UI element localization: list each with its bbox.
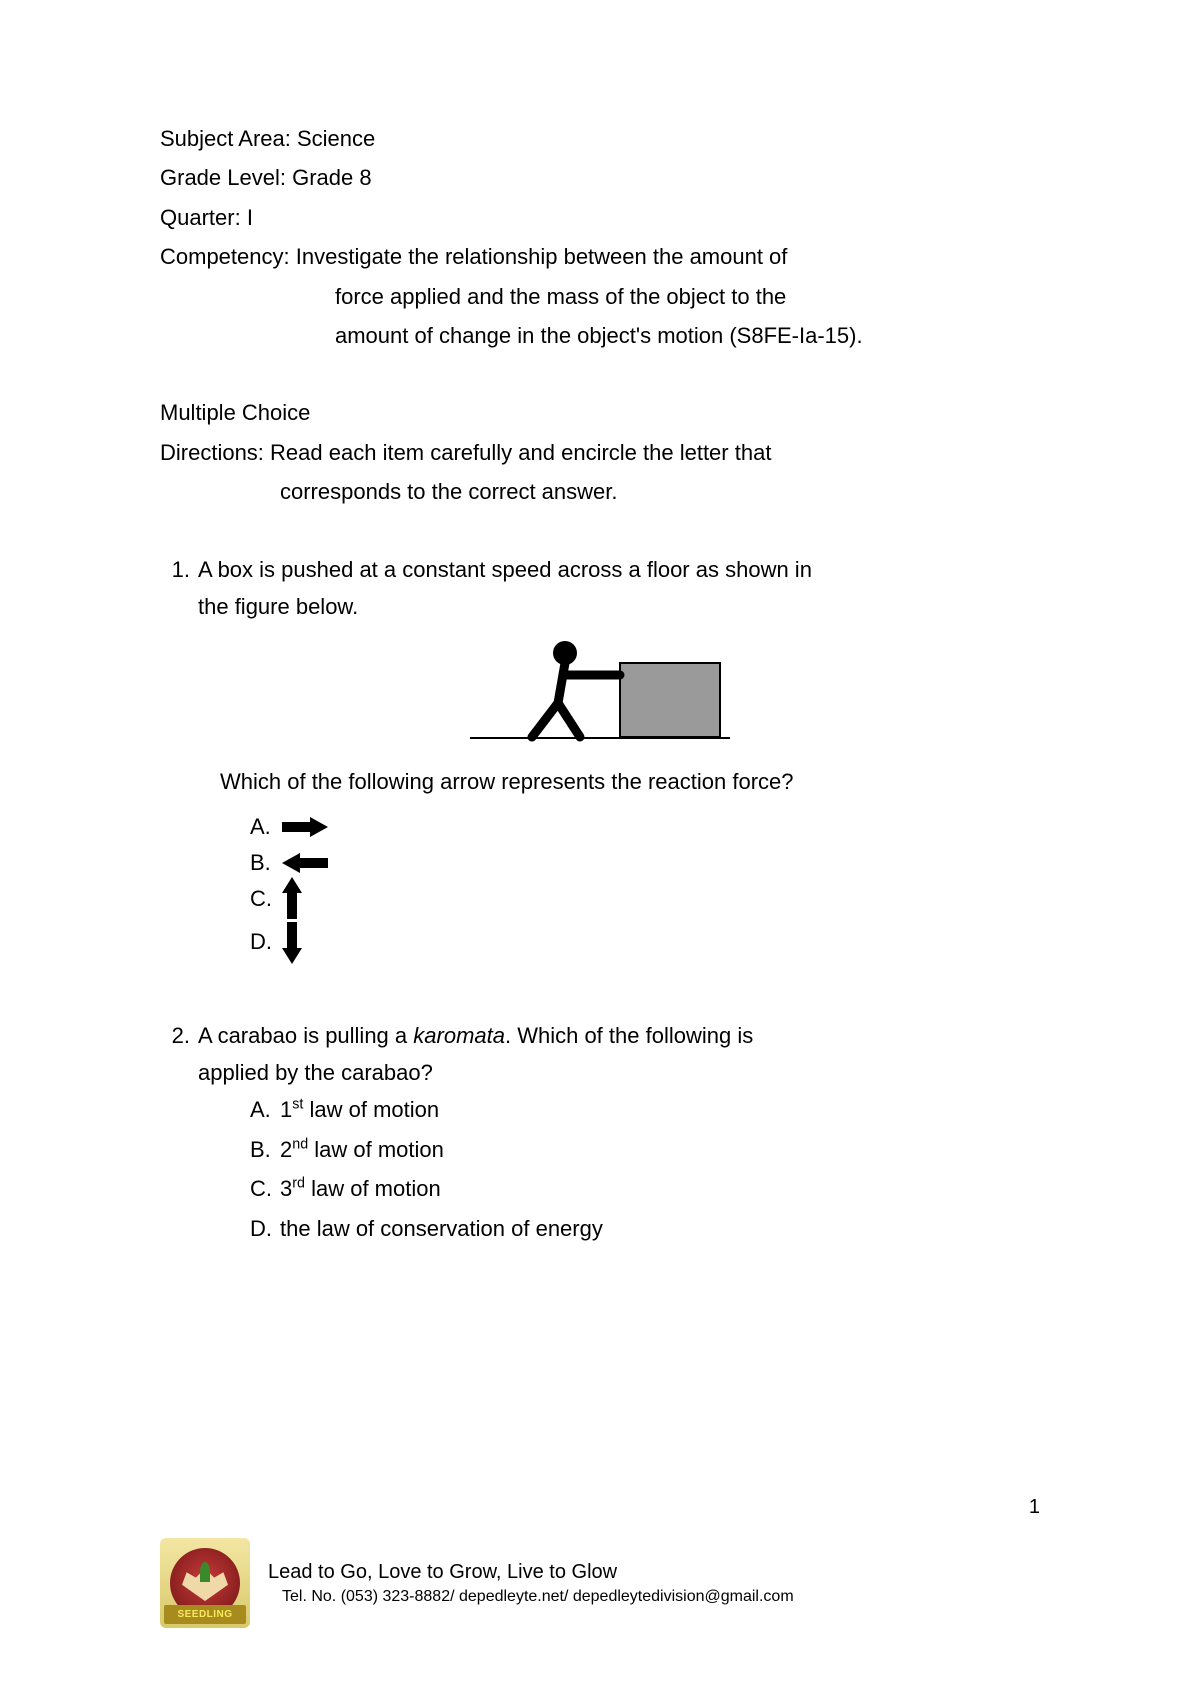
q2-options: A. 1st law of motion B. 2nd law of motio… (160, 1091, 1040, 1247)
q2-line1: 2. A carabao is pulling a karomata. Whic… (160, 1017, 1040, 1054)
q2-option-d: D. the law of conservation of energy (250, 1210, 1040, 1247)
question-1: 1. A box is pushed at a constant speed a… (160, 551, 1040, 967)
page-footer: 1 SEEDLING Lead to Go, Love to Grow, Liv… (160, 1490, 1040, 1628)
subject-value: Science (297, 126, 375, 151)
opt-c-post: law of motion (305, 1176, 441, 1201)
directions-text1: Read each item carefully and encircle th… (270, 440, 771, 465)
q2-post: . Which of the following is (505, 1023, 753, 1048)
q2-italic: karomata (413, 1023, 505, 1048)
leg-front (558, 703, 580, 737)
option-a-row: A. (250, 809, 1040, 845)
q2-number: 2. (160, 1017, 198, 1054)
q2-option-a: A. 1st law of motion (250, 1091, 1040, 1128)
footer-row: SEEDLING Lead to Go, Love to Grow, Live … (160, 1538, 1040, 1628)
opt-d-text: the law of conservation of energy (280, 1210, 603, 1247)
competency-line2: force applied and the mass of the object… (160, 278, 1040, 315)
stick-figure (532, 641, 620, 737)
q1-line1: 1. A box is pushed at a constant speed a… (160, 551, 1040, 588)
footer-text-block: Lead to Go, Love to Grow, Live to Glow T… (268, 1558, 794, 1608)
opt-a-post: law of motion (303, 1097, 439, 1122)
footer-contact: Tel. No. (053) 323-8882/ depedleyte.net/… (268, 1586, 794, 1608)
opt-b-pre: 2 (280, 1137, 292, 1162)
option-d-label: D. (250, 923, 280, 960)
section-block: Multiple Choice Directions: Read each it… (160, 394, 1040, 510)
q2-text2: applied by the carabao? (198, 1054, 1040, 1091)
directions-line2: corresponds to the correct answer. (160, 473, 1040, 510)
opt-a-letter: A. (250, 1091, 280, 1128)
competency-label: Competency: (160, 244, 290, 269)
opt-a-sup: st (292, 1097, 303, 1113)
opt-a-pre: 1 (280, 1097, 292, 1122)
directions-label: Directions: (160, 440, 264, 465)
box-shape (620, 663, 720, 737)
competency-text1: Investigate the relationship between the… (296, 244, 788, 269)
directions-line1: Directions: Read each item carefully and… (160, 434, 1040, 471)
option-b-row: B. (250, 845, 1040, 881)
opt-b-text: 2nd law of motion (280, 1131, 444, 1168)
opt-c-pre: 3 (280, 1176, 292, 1201)
logo-banner: SEEDLING (164, 1605, 246, 1624)
section-title: Multiple Choice (160, 394, 1040, 431)
quarter-value: I (247, 205, 253, 230)
subject-label: Subject Area: (160, 126, 291, 151)
opt-b-sup: nd (292, 1137, 308, 1153)
competency-line1: Competency: Investigate the relationship… (160, 238, 1040, 275)
grade-label: Grade Level: (160, 165, 286, 190)
leg-back (532, 703, 558, 737)
footer-motto: Lead to Go, Love to Grow, Live to Glow (268, 1558, 794, 1586)
leaf-icon (200, 1562, 210, 1582)
question-2: 2. A carabao is pulling a karomata. Whic… (160, 1017, 1040, 1247)
option-c-row: C. (250, 881, 1040, 917)
page-number: 1 (160, 1490, 1040, 1524)
q2-line2: applied by the carabao? (160, 1054, 1040, 1091)
opt-b-post: law of motion (308, 1137, 444, 1162)
arrow-up-icon (280, 877, 304, 921)
arrow-down-icon (280, 920, 304, 964)
q1-text2: the figure below. (198, 588, 1040, 625)
q2-text1: A carabao is pulling a karomata. Which o… (198, 1017, 1040, 1054)
opt-c-text: 3rd law of motion (280, 1170, 441, 1207)
q2-pre: A carabao is pulling a (198, 1023, 413, 1048)
option-a-label: A. (250, 808, 280, 845)
competency-line3: amount of change in the object's motion … (160, 317, 1040, 354)
q1-followup: Which of the following arrow represents … (160, 763, 1040, 800)
push-box-figure (470, 635, 730, 745)
document-header: Subject Area: Science Grade Level: Grade… (160, 120, 1040, 354)
option-b-label: B. (250, 844, 280, 881)
grade-value: Grade 8 (292, 165, 372, 190)
arrow-left-icon (280, 851, 330, 875)
q1-figure (160, 635, 1040, 745)
opt-c-sup: rd (292, 1176, 305, 1192)
torso (558, 663, 565, 703)
opt-b-letter: B. (250, 1131, 280, 1168)
q1-number: 1. (160, 551, 198, 588)
q1-arrow-options: A. B. C. D. (160, 809, 1040, 967)
subject-line: Subject Area: Science (160, 120, 1040, 157)
opt-a-text: 1st law of motion (280, 1091, 439, 1128)
option-c-label: C. (250, 880, 280, 917)
grade-line: Grade Level: Grade 8 (160, 159, 1040, 196)
quarter-line: Quarter: I (160, 199, 1040, 236)
q2-option-b: B. 2nd law of motion (250, 1131, 1040, 1168)
option-d-row: D. (250, 917, 1040, 967)
seedling-logo: SEEDLING (160, 1538, 250, 1628)
opt-d-letter: D. (250, 1210, 280, 1247)
quarter-label: Quarter: (160, 205, 241, 230)
q1-text1: A box is pushed at a constant speed acro… (198, 551, 1040, 588)
q2-option-c: C. 3rd law of motion (250, 1170, 1040, 1207)
opt-c-letter: C. (250, 1170, 280, 1207)
q1-line2: the figure below. (160, 588, 1040, 625)
arrow-right-icon (280, 815, 330, 839)
